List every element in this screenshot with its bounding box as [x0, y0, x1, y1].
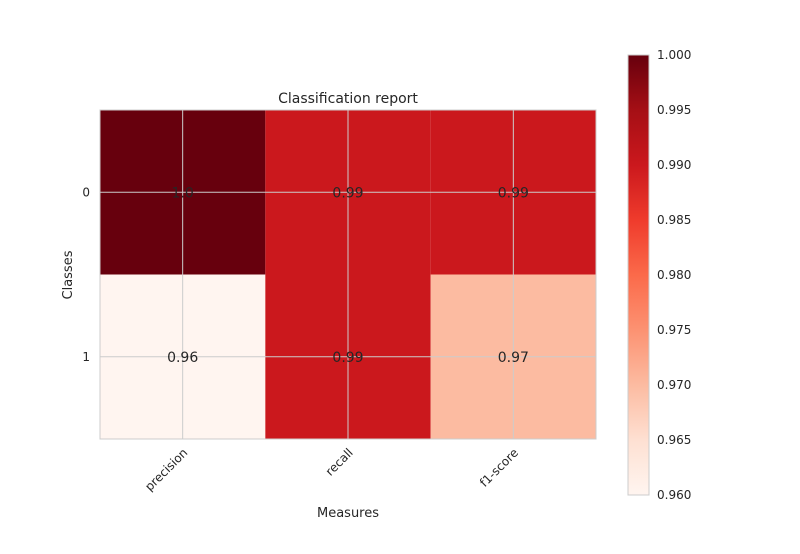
cell-labels: 1.0 0.99 0.99 0.96 0.99 0.97: [167, 185, 529, 366]
colorbar-tick-label: 0.995: [657, 103, 691, 117]
cell-value-label: 0.99: [498, 185, 529, 201]
plot-border: [99, 109, 597, 440]
chart-title: Classification report: [278, 91, 418, 107]
y-tick-label: 1: [82, 350, 90, 364]
y-axis-label: Classes: [61, 250, 76, 299]
colorbar-tick-label: 0.960: [657, 488, 691, 502]
grid-lines: [99, 109, 597, 440]
x-tick-label: precision: [142, 446, 190, 494]
colorbar-tick-label: 0.980: [657, 268, 691, 282]
cell-value-label: 0.96: [167, 350, 198, 366]
cell-value-label: 1.0: [172, 185, 194, 201]
y-tick-label: 0: [82, 185, 90, 199]
x-axis-label: Measures: [317, 506, 379, 521]
x-tick-label: recall: [323, 446, 356, 479]
colorbar-tick-label: 0.970: [657, 378, 691, 392]
x-tick-label: f1-score: [477, 446, 521, 490]
cell-value-label: 0.99: [332, 350, 363, 366]
colorbar: 0.960 0.965 0.970 0.975 0.980 0.985 0.990 0.995…: [627, 48, 691, 502]
colorbar-tick-label: 1.000: [657, 48, 691, 62]
colorbar-tick-label: 0.965: [657, 433, 691, 447]
colorbar-tick-label: 0.985: [657, 213, 691, 227]
colorbar-tick-label: 0.975: [657, 323, 691, 337]
cell-value-label: 0.99: [332, 185, 363, 201]
cell-value-label: 0.97: [498, 350, 529, 366]
colorbar-tick-label: 0.990: [657, 158, 691, 172]
colorbar-gradient: [627, 54, 650, 496]
